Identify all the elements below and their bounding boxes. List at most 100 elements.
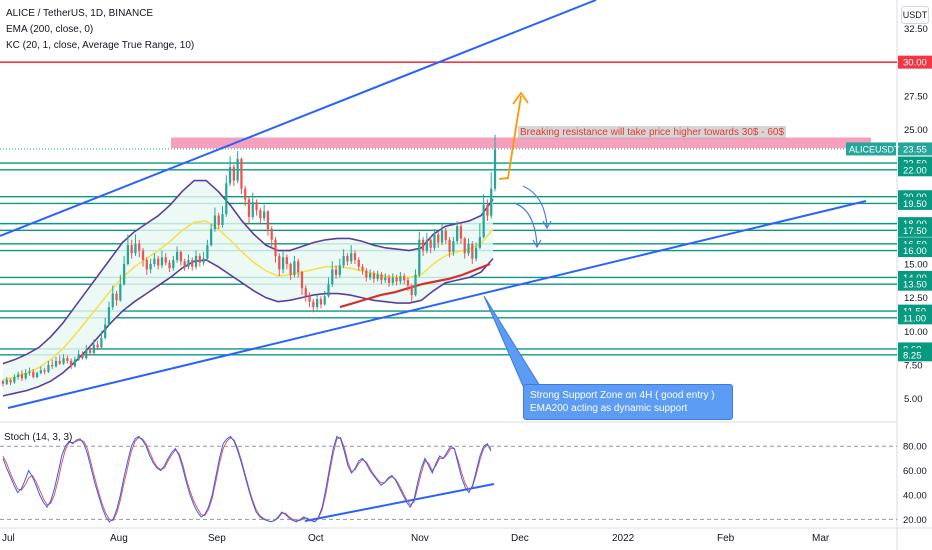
price-tick-label: 25.00 [904, 125, 928, 136]
price-tick-label: 5.00 [904, 394, 923, 405]
resistance-level-label: 30.00 [903, 58, 927, 69]
candle [493, 149, 497, 189]
candle [58, 360, 61, 364]
kc-upper-line [2, 179, 494, 365]
candle [217, 215, 220, 225]
candle [244, 188, 247, 200]
candle [312, 301, 315, 308]
candle [9, 379, 12, 383]
time-tick-label: Sep [208, 533, 226, 544]
candle [410, 285, 413, 295]
candle [437, 234, 440, 243]
candle [391, 277, 394, 283]
candle [62, 358, 65, 364]
candle [202, 258, 205, 263]
candle [198, 255, 201, 263]
candle [471, 243, 474, 259]
support-level-tag [898, 244, 932, 258]
candle [183, 261, 186, 267]
candle [107, 307, 111, 325]
candle [122, 264, 126, 285]
candle [346, 255, 349, 262]
resistance-annotation[interactable]: Breaking resistance will take price high… [518, 126, 787, 139]
candle [342, 255, 345, 266]
stoch-legend: Stoch (14, 3, 3) [4, 432, 73, 443]
candle [259, 210, 262, 219]
candle [486, 204, 489, 216]
candle [130, 245, 133, 254]
candle [433, 234, 436, 248]
candle [247, 199, 251, 217]
stoch-tick-label: 80.00 [903, 442, 927, 453]
candle [111, 293, 114, 308]
candle [88, 350, 92, 353]
price-axis[interactable]: 5.007.5010.0012.5015.0017.5020.0022.5025… [846, 24, 932, 526]
candle [179, 251, 183, 262]
symbol-title: ALICE / TetherUS, 1D, BINANCE [6, 8, 154, 19]
candle [297, 261, 300, 273]
candle [145, 259, 148, 270]
candle [28, 371, 31, 374]
candle [119, 284, 122, 301]
candle [399, 276, 402, 282]
currency-button[interactable]: USDT [901, 6, 929, 24]
candle [418, 239, 421, 275]
price-tick-label: 15.00 [904, 260, 928, 271]
support-level-tag [898, 277, 932, 291]
candle [51, 364, 54, 367]
candle [395, 277, 398, 282]
candle [228, 167, 232, 184]
support-level-tag [898, 223, 932, 237]
candle [17, 374, 20, 378]
price-tick-label: 27.50 [904, 91, 928, 102]
candle [452, 241, 455, 252]
candle [421, 239, 425, 251]
support-level-tag [898, 348, 932, 362]
projection-arrows[interactable] [498, 91, 552, 249]
lower-trendline [7, 200, 867, 409]
price-tick-label: 12.50 [904, 293, 928, 304]
support-callout-line2: EMA200 acting as dynamic support [530, 403, 688, 414]
candle [73, 359, 77, 367]
candle [69, 360, 73, 367]
candle [270, 229, 273, 240]
candle [66, 358, 69, 361]
candle [232, 167, 235, 181]
candle [459, 226, 463, 239]
stoch-pane [0, 445, 897, 520]
candle [444, 230, 447, 240]
support-level-label: 19.50 [903, 199, 927, 210]
time-tick-label: Jul [2, 533, 15, 544]
candle [289, 264, 292, 275]
resistance-zone [171, 137, 871, 149]
candle [463, 238, 466, 254]
candle [194, 255, 198, 267]
down-arrow-2-head [542, 220, 552, 230]
support-callout[interactable]: Strong Support Zone on 4H ( good entry )… [523, 384, 733, 420]
candle [490, 188, 493, 216]
stoch-tick-label: 40.00 [903, 490, 927, 501]
stoch-tick-label: 60.00 [903, 466, 927, 477]
candle [54, 360, 58, 367]
candles [1, 134, 497, 387]
candle [300, 272, 304, 289]
resistance-level-tag [898, 55, 932, 69]
time-tick-label: Feb [717, 533, 735, 544]
candle [13, 377, 16, 383]
stoch-trendline [304, 483, 495, 522]
candle [327, 284, 330, 297]
candle [160, 257, 164, 266]
candle [39, 370, 42, 374]
candle [126, 245, 130, 265]
symbol-tag-label: ALICEUSDT [849, 144, 900, 154]
candle [440, 230, 444, 243]
candle [403, 276, 406, 281]
candle [338, 265, 341, 275]
up-arrow-head [512, 91, 529, 105]
candle [47, 364, 50, 372]
time-axis[interactable]: Jul Aug Sep Oct Nov Dec 2022 Feb Mar [0, 527, 932, 544]
candle [266, 211, 270, 230]
candle [175, 251, 179, 260]
candle [81, 354, 84, 359]
